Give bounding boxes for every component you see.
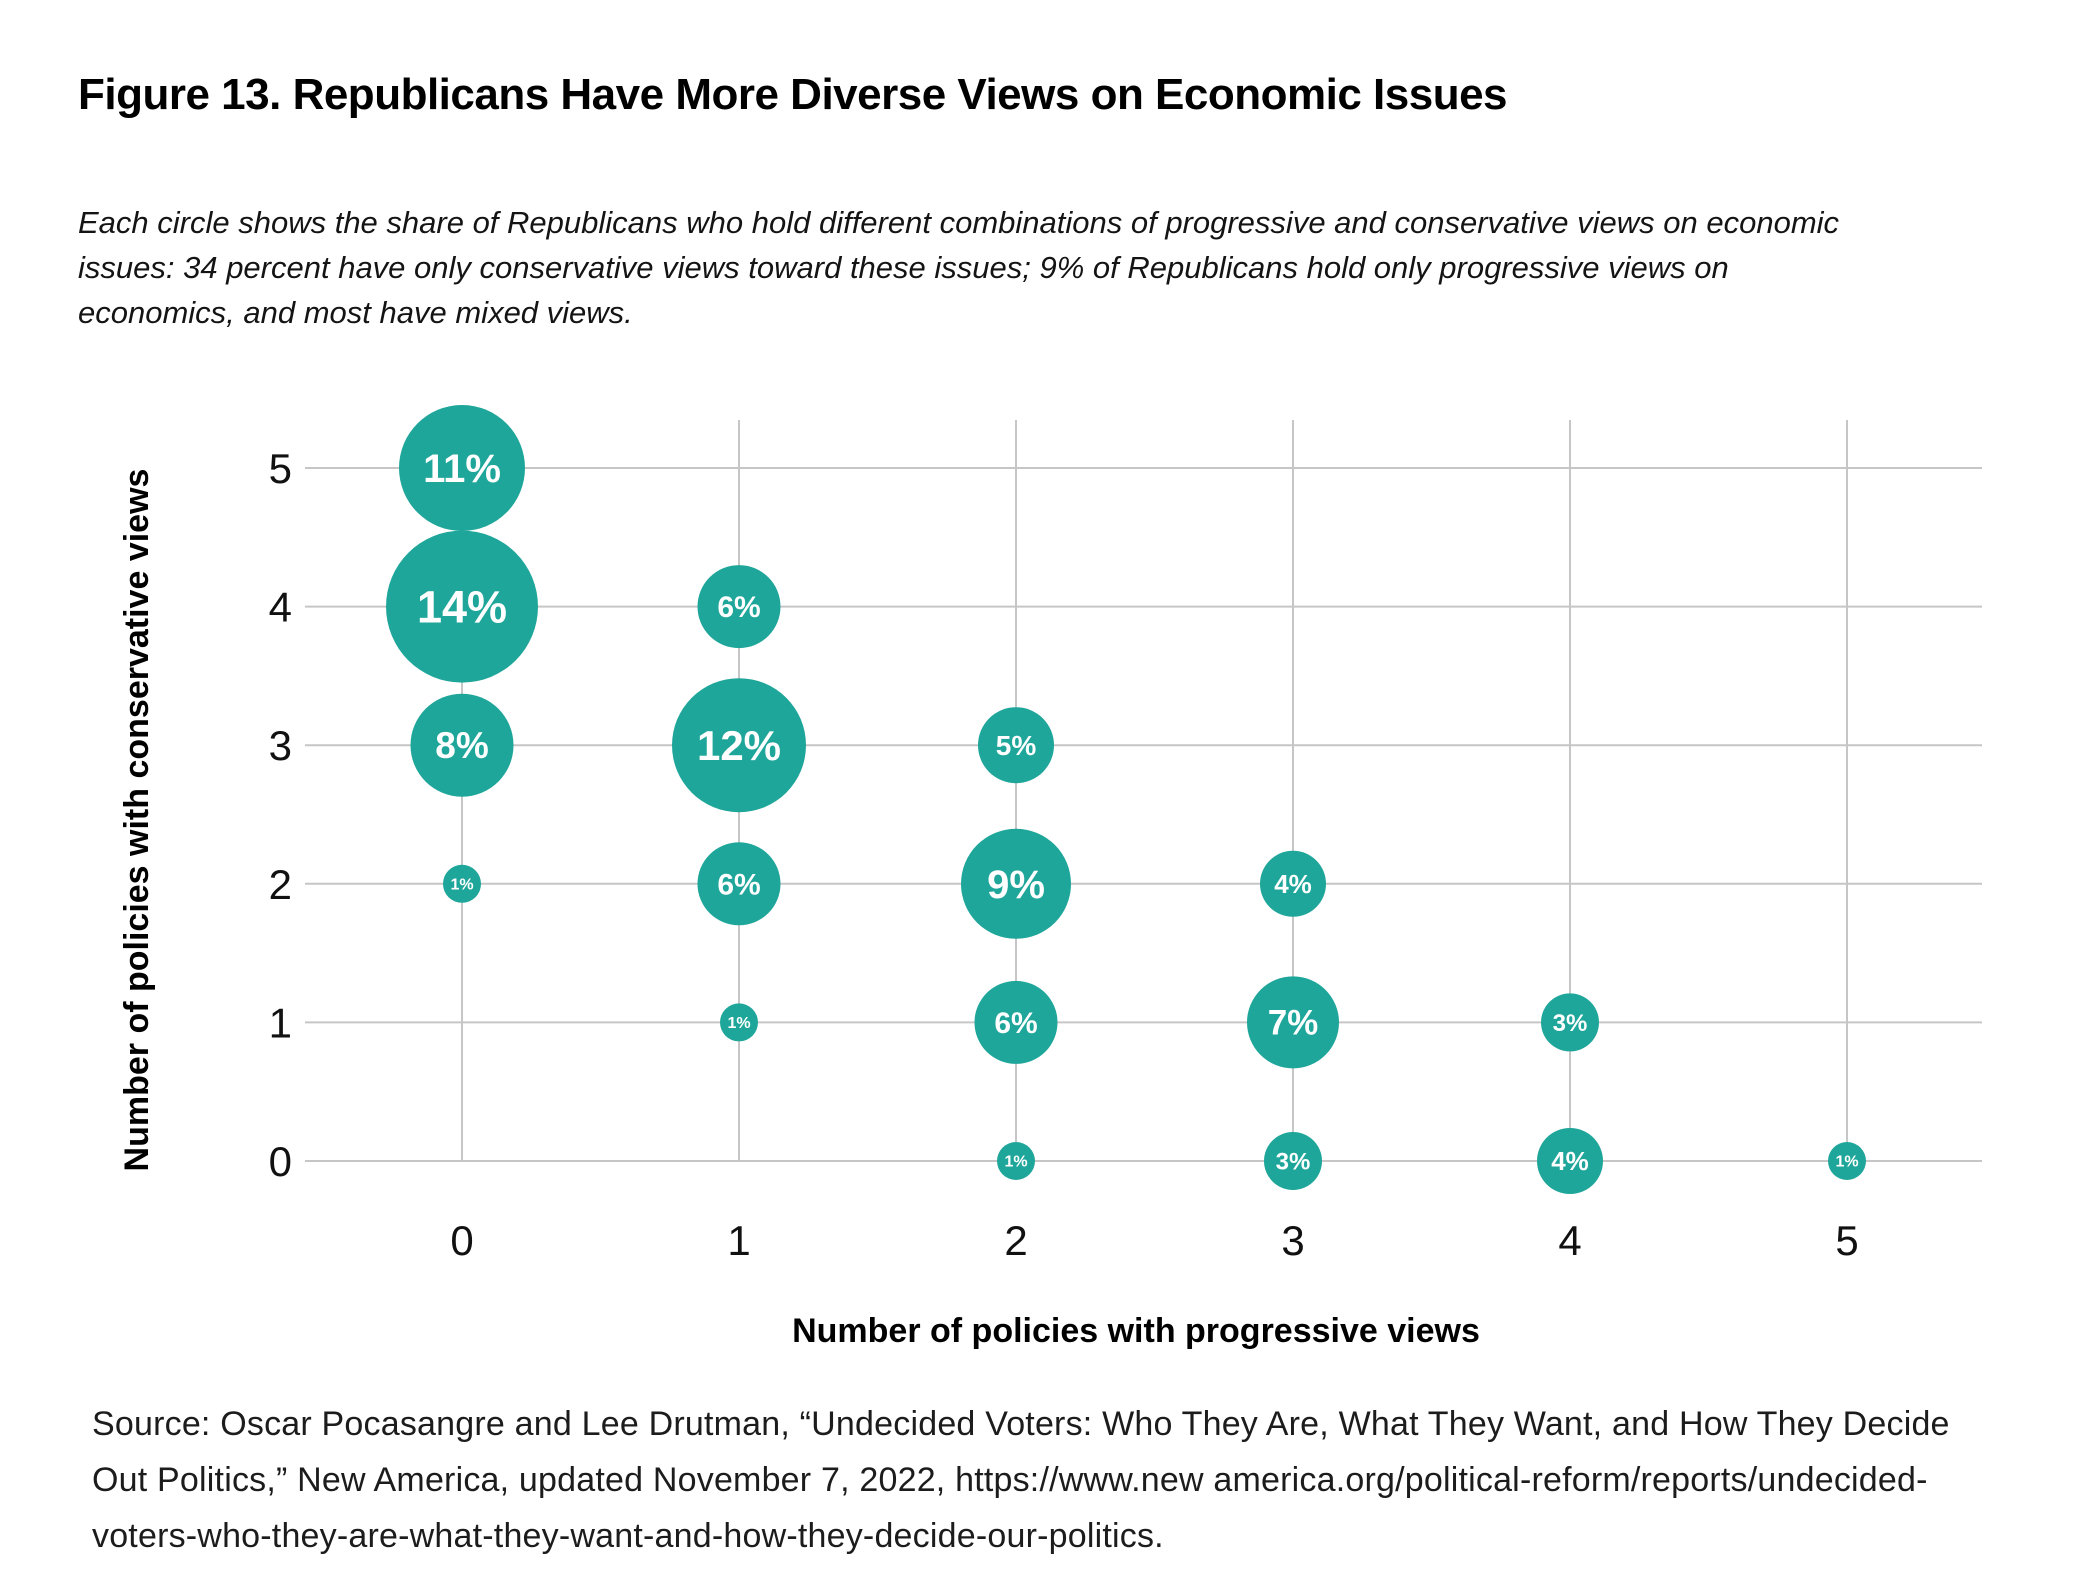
bubble-label: 14% — [417, 581, 507, 632]
bubble-label: 1% — [727, 1015, 750, 1032]
bubble-label: 1% — [1004, 1154, 1027, 1171]
bubble-circle — [697, 842, 781, 926]
y-tick-label: 4 — [269, 584, 292, 631]
x-tick-label: 4 — [1558, 1217, 1581, 1264]
bubble-circle — [978, 707, 1054, 784]
bubble-circle — [1541, 993, 1599, 1052]
bubble-label: 4% — [1274, 869, 1312, 899]
bubble-label: 9% — [987, 863, 1045, 907]
bubble-label: 6% — [717, 591, 760, 624]
subtitle-line: Each circle shows the share of Republica… — [78, 205, 1840, 240]
bubble-circle — [1828, 1142, 1866, 1180]
x-tick-label: 0 — [450, 1217, 473, 1264]
source-line: voters-who-they-are-what-they-want-and-h… — [92, 1517, 1164, 1555]
bubble-circle — [720, 1003, 758, 1042]
source-line: Source: Oscar Pocasangre and Lee Drutman… — [92, 1405, 1950, 1443]
bubble-circle — [961, 828, 1071, 939]
bubble-circle — [399, 405, 525, 531]
bubble-circle — [1260, 850, 1326, 917]
x-tick-label: 3 — [1281, 1217, 1304, 1264]
subtitle-line: economics, and most have mixed views. — [78, 295, 633, 330]
bubble-circle — [386, 530, 538, 683]
bubble-label: 3% — [1553, 1010, 1588, 1037]
y-tick-label: 2 — [269, 861, 292, 908]
bubble-label: 11% — [423, 447, 501, 491]
bubble-circle — [443, 864, 481, 903]
bubble-circle — [974, 980, 1058, 1064]
bubble-label: 5% — [996, 730, 1037, 761]
bubble-label: 4% — [1551, 1146, 1589, 1176]
bubble-label: 8% — [435, 725, 488, 766]
bubble-circle — [997, 1142, 1035, 1180]
figure-title: Figure 13. Republicans Have More Diverse… — [78, 70, 1508, 119]
bubble-label: 3% — [1276, 1148, 1311, 1175]
y-tick-label: 3 — [269, 722, 292, 769]
bubble-label: 12% — [697, 722, 781, 769]
bubble-circle — [410, 693, 514, 797]
source-line: Out Politics,” New America, updated Nove… — [92, 1461, 1928, 1499]
y-tick-label: 5 — [269, 445, 292, 492]
y-axis-title: Number of policies with conservative vie… — [118, 469, 156, 1172]
x-tick-label: 5 — [1835, 1217, 1858, 1264]
y-tick-label: 0 — [269, 1138, 292, 1185]
y-tick-label: 1 — [269, 999, 292, 1046]
subtitle-line: issues: 34 percent have only conservativ… — [78, 250, 1729, 285]
bubble-circle — [697, 565, 781, 649]
bubble-circle — [1247, 976, 1339, 1069]
x-axis-title: Number of policies with progressive view… — [792, 1312, 1480, 1350]
bubble-label: 7% — [1268, 1004, 1319, 1043]
x-tick-label: 1 — [727, 1217, 750, 1264]
bubble-circle — [1537, 1128, 1603, 1194]
x-tick-label: 2 — [1004, 1217, 1027, 1264]
figure-subtitle: Each circle shows the share of Republica… — [78, 200, 1839, 335]
bubble-label: 1% — [450, 876, 473, 893]
bubble-label: 6% — [994, 1007, 1037, 1040]
bubble-circle — [672, 678, 806, 813]
source-note: Source: Oscar Pocasangre and Lee Drutman… — [92, 1396, 1950, 1564]
bubble-label: 1% — [1835, 1154, 1858, 1171]
bubble-label: 6% — [717, 868, 760, 901]
bubble-circle — [1264, 1132, 1322, 1190]
